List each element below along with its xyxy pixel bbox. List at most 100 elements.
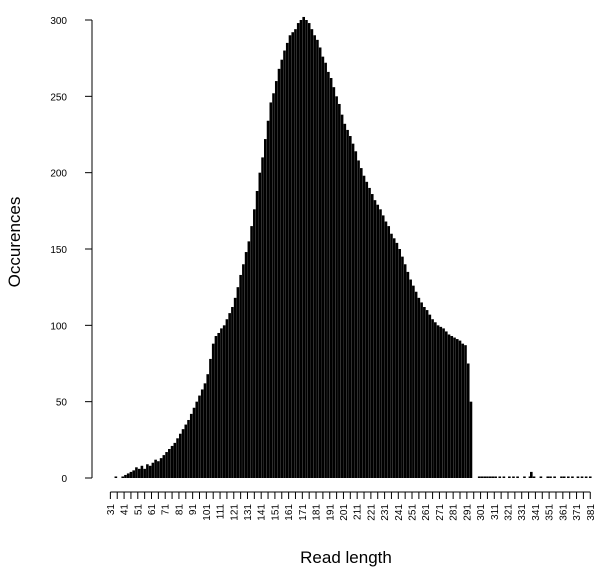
histogram-bar [244, 252, 248, 478]
histogram-bar [187, 419, 190, 478]
histogram-bar [184, 424, 188, 478]
histogram-bar [488, 476, 492, 478]
histogram-bar [231, 307, 234, 478]
x-tick-label: 61 [147, 504, 158, 516]
histogram-bar [450, 336, 454, 478]
histogram-bar [209, 358, 212, 478]
x-tick-label: 131 [243, 504, 254, 521]
histogram-bar [162, 455, 166, 478]
histogram-bar [343, 123, 347, 478]
x-tick-label: 341 [531, 504, 542, 521]
histogram-bar [203, 383, 207, 478]
histogram-bar [332, 87, 336, 479]
histogram-bar [340, 114, 344, 479]
x-tick-label: 231 [380, 504, 391, 521]
histogram-bar [269, 102, 273, 478]
histogram-bar [588, 476, 592, 478]
histogram-bar [417, 297, 421, 478]
histogram-bar [381, 215, 385, 478]
x-tick-label: 321 [503, 504, 514, 521]
histogram-bar [255, 190, 259, 479]
histogram-bar [253, 209, 256, 478]
histogram-bar [370, 194, 374, 479]
y-tick-label: 0 [61, 474, 67, 485]
histogram-bar [318, 47, 322, 478]
histogram-bar [425, 310, 429, 478]
histogram-bar [324, 62, 327, 478]
histogram-bar [327, 71, 330, 478]
histogram-bar [338, 103, 341, 478]
histogram-bar [571, 476, 574, 478]
histogram-bar [124, 474, 127, 478]
histogram-bar [233, 297, 237, 478]
histogram-bar [159, 458, 163, 478]
histogram-bar [508, 476, 511, 478]
histogram-bar [178, 433, 182, 478]
histogram-bar [302, 16, 305, 478]
histogram-bar [359, 168, 363, 478]
histogram-bar [266, 120, 270, 478]
histogram-bar [294, 29, 297, 478]
histogram-bar [439, 326, 443, 478]
histogram-bar [299, 20, 303, 478]
histogram-bar [357, 160, 360, 478]
histogram-bar [176, 438, 179, 478]
histogram-bar [442, 328, 445, 478]
histogram-bar [272, 93, 275, 478]
histogram-bar [310, 29, 314, 478]
histogram-bar [409, 279, 412, 478]
y-axis: 0 50 100 150 200 250 300 [50, 16, 93, 485]
histogram-bar [146, 464, 149, 478]
x-tick-label: 281 [449, 504, 460, 521]
x-tick-label: 141 [257, 504, 268, 521]
histogram-bar [494, 476, 497, 478]
histogram-bar [165, 452, 168, 478]
x-tick-label: 101 [202, 504, 213, 521]
x-tick-label: 171 [298, 504, 309, 521]
histogram-bar [379, 209, 382, 478]
x-tick-label: 211 [353, 504, 364, 520]
x-tick-label: 161 [284, 504, 295, 521]
histogram-bar [274, 81, 278, 478]
histogram-bar [157, 461, 160, 478]
histogram-bar [453, 337, 456, 478]
histogram-bar [225, 319, 229, 478]
histogram-bar [214, 336, 218, 478]
y-axis-title: Occurences [5, 197, 24, 288]
histogram-bar [567, 476, 570, 478]
histogram-bar [387, 226, 391, 478]
x-tick-label: 181 [312, 504, 323, 521]
histogram-bar [584, 476, 588, 478]
histogram-bar [329, 78, 333, 478]
histogram-bar [528, 476, 532, 478]
histogram-bar [512, 476, 515, 478]
histogram-bar [392, 238, 396, 478]
histogram-bar [154, 459, 157, 478]
x-tick-label: 301 [476, 504, 487, 521]
histogram-bar [539, 476, 543, 478]
histogram-bar [401, 256, 404, 478]
histogram-bar [285, 42, 289, 479]
histogram-bar [170, 445, 174, 478]
histogram-bar [291, 32, 295, 479]
x-tick-label: 221 [366, 504, 377, 521]
histogram-bar [523, 476, 526, 478]
x-tick-label: 71 [161, 504, 172, 516]
histogram-bar [384, 221, 388, 478]
x-tick-label: 111 [216, 504, 227, 520]
histogram-bar [316, 39, 319, 478]
histogram-bar [195, 401, 199, 478]
histogram-bar [114, 476, 118, 478]
histogram-bar [264, 139, 267, 478]
x-tick-label: 251 [408, 504, 419, 521]
histogram-bar [447, 334, 451, 478]
histogram-bar [280, 59, 284, 478]
x-tick-label: 381 [586, 504, 597, 521]
histogram-bar [313, 35, 316, 479]
histogram-bar [444, 331, 448, 478]
histogram-bar [132, 470, 135, 478]
histogram-bar [560, 476, 563, 478]
histogram-bar [423, 307, 426, 478]
